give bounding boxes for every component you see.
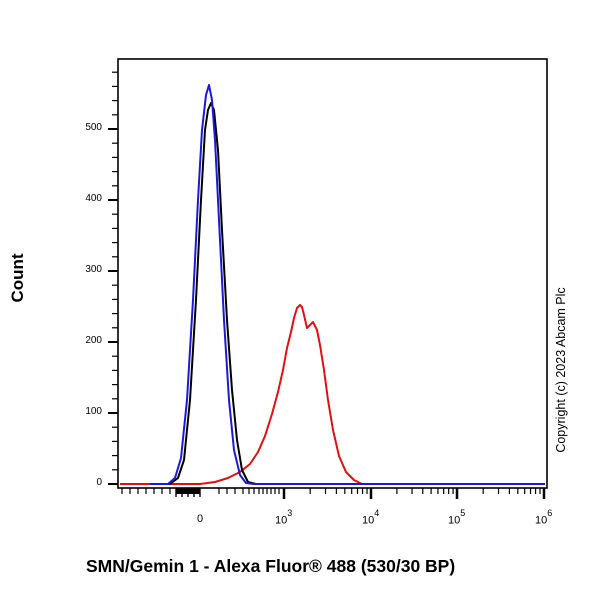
x-axis-label: SMN/Gemin 1 - Alexa Fluor® 488 (530/30 B… (86, 556, 456, 576)
y-axis-label-text: Count (8, 253, 27, 303)
y-tick-label: 500 (85, 122, 102, 133)
x-tick-base: 10 (275, 514, 288, 527)
copyright-notice: Copyright (c) 2023 Abcam Plc (553, 250, 569, 490)
x-tick-exponent: 5 (460, 508, 466, 518)
y-tick-label: 300 (85, 264, 102, 275)
x-tick-exponent: 3 (287, 508, 293, 518)
x-tick-base: 10 (535, 514, 548, 527)
plot-frame (117, 58, 548, 489)
histogram-curve-isotype-control (150, 102, 545, 485)
histogram-curves (120, 84, 545, 485)
y-axis-ticks (108, 71, 118, 485)
x-tick-label: 105 (448, 508, 466, 527)
x-tick-label: 104 (362, 508, 380, 527)
histogram-curve-unlabelled-control (150, 84, 545, 485)
y-axis-label: Count (4, 238, 32, 318)
x-tick-base: 10 (448, 514, 461, 527)
x-tick-label: 106 (535, 508, 553, 527)
x-tick-exponent: 4 (374, 508, 380, 518)
y-tick-label: 200 (85, 335, 102, 346)
x-tick-base: 10 (362, 514, 375, 527)
y-tick-label: 100 (85, 406, 102, 417)
x-tick-exponent: 6 (547, 508, 553, 518)
copyright-text: Copyright (c) 2023 Abcam Plc (554, 287, 568, 453)
x-tick-label: 0 (197, 513, 204, 525)
histogram-curve-smn-gemin-1-stained (120, 304, 545, 485)
y-tick-label: 400 (85, 193, 102, 204)
x-axis-ticks (121, 488, 546, 499)
x-tick-label: 103 (275, 508, 293, 527)
y-tick-label: 0 (96, 477, 102, 488)
